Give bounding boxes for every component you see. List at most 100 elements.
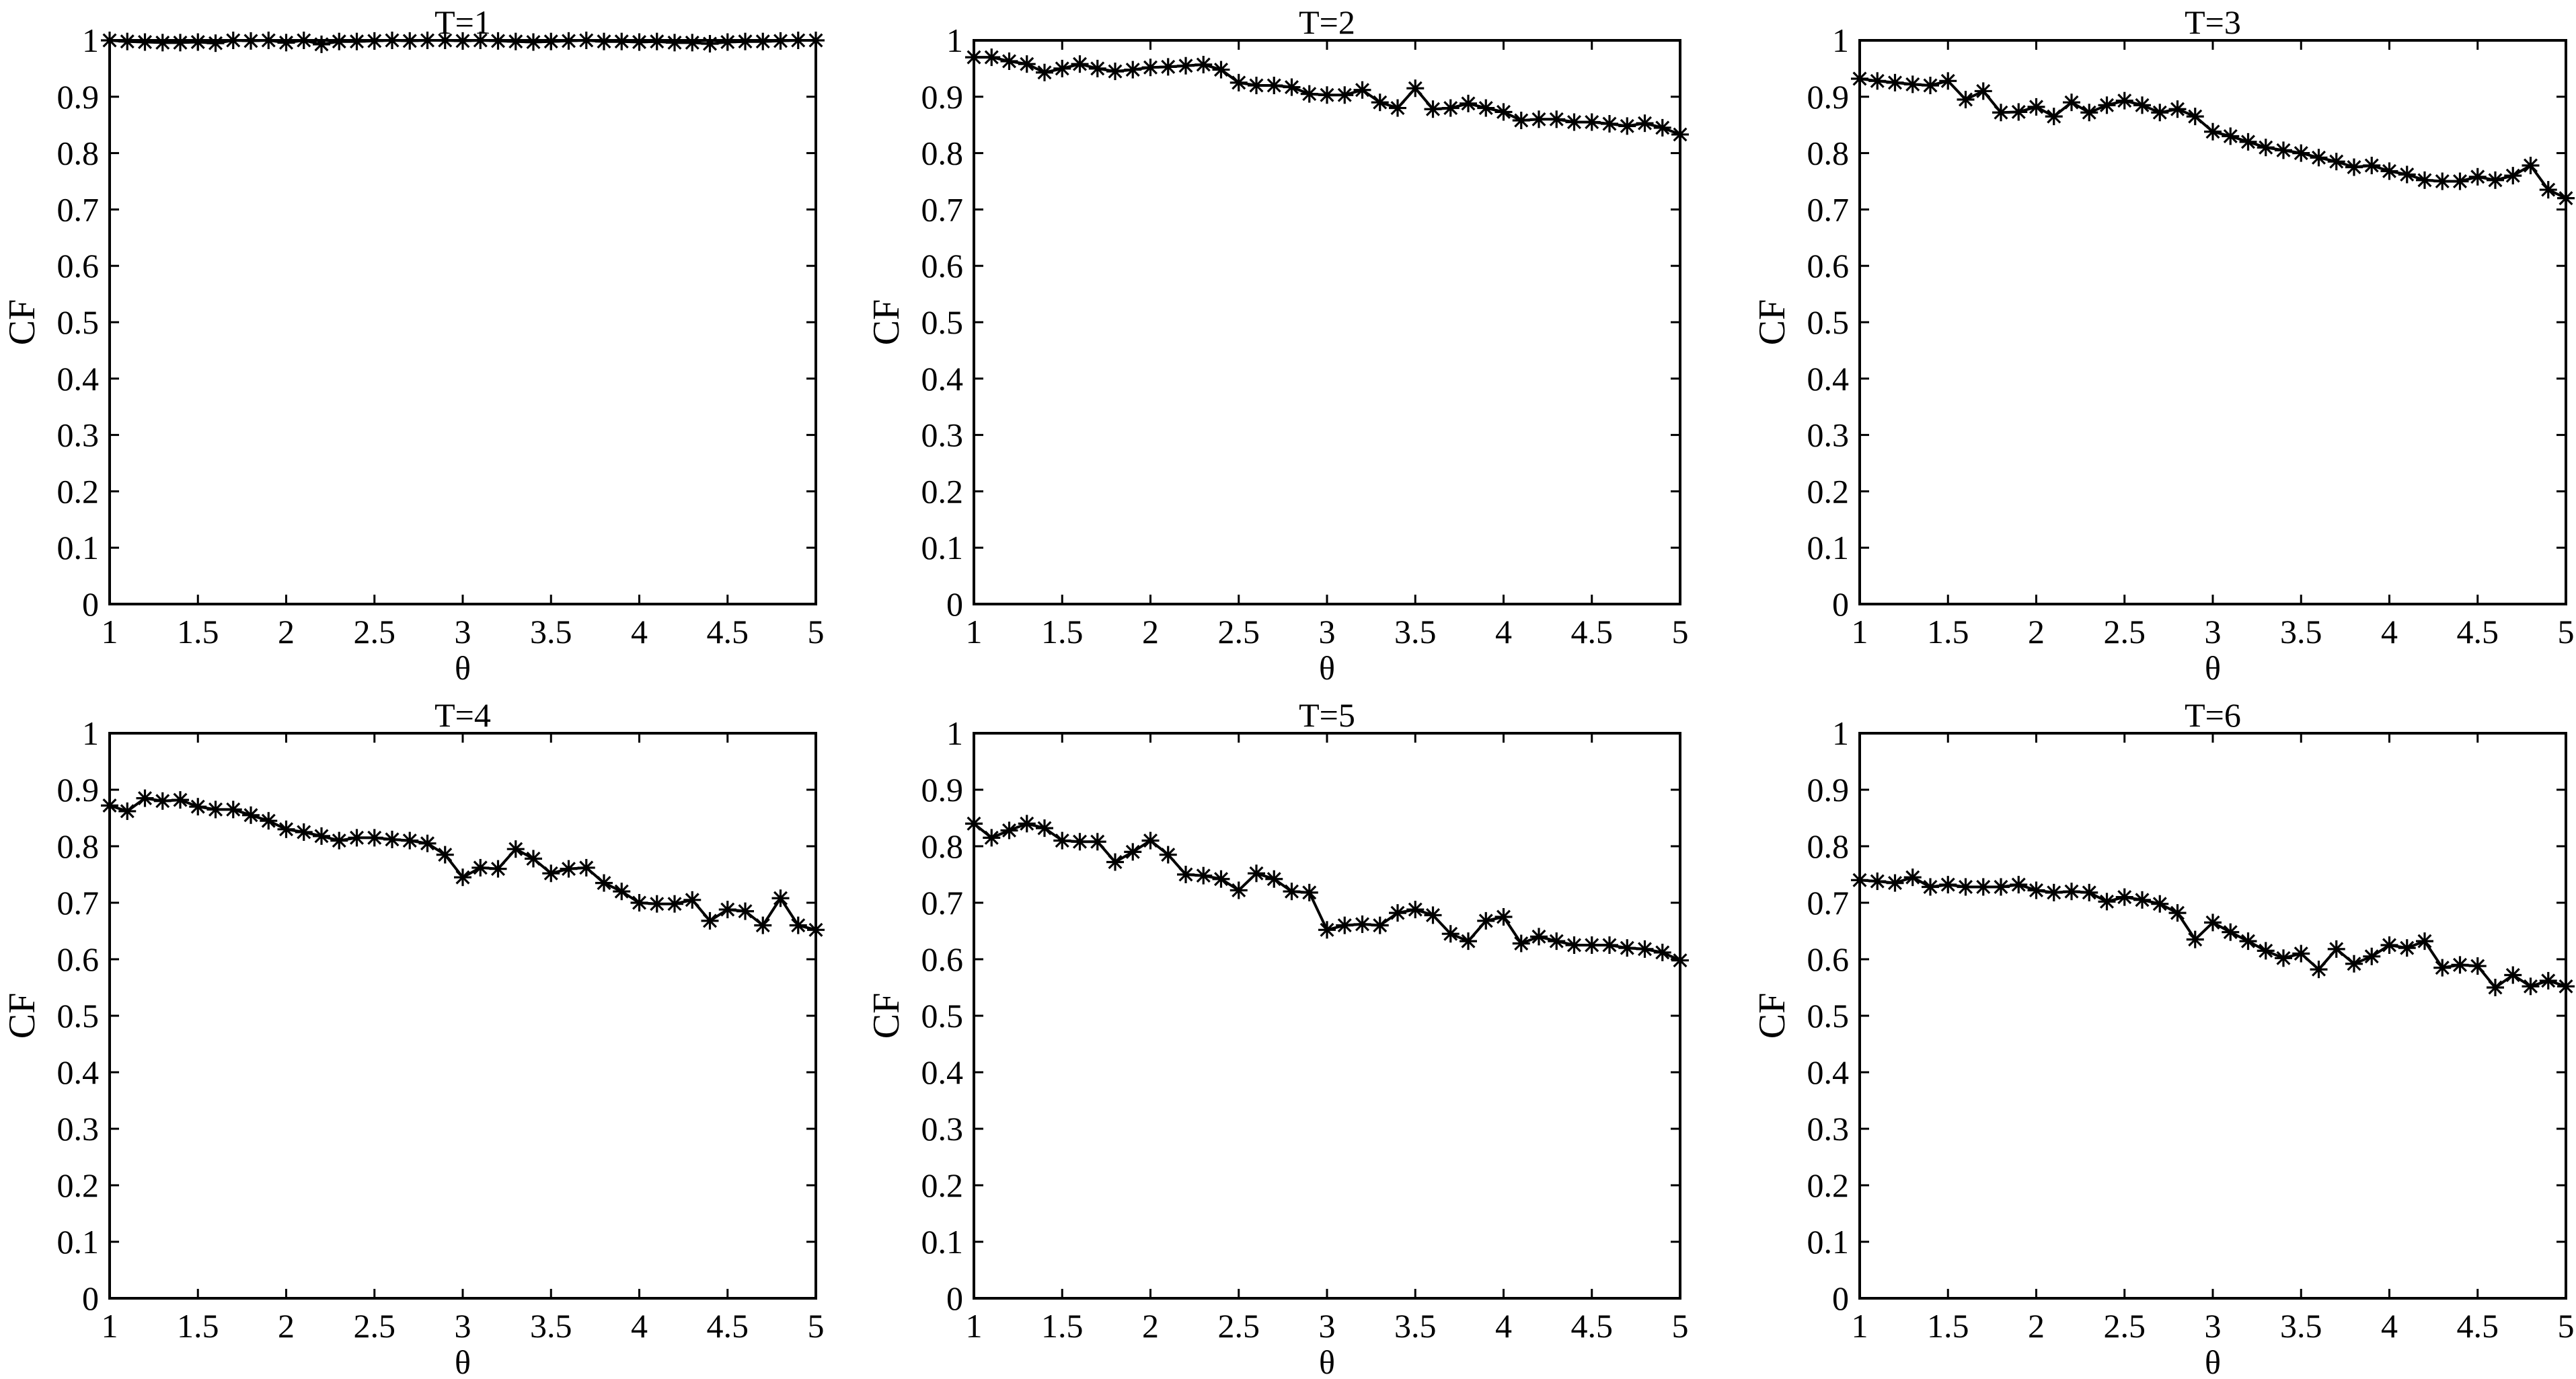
x-tick-label: 1 <box>102 613 118 650</box>
chart-title: T=3 <box>2185 3 2241 41</box>
y-axis-label: CF <box>1 299 43 346</box>
x-tick-label: 2 <box>2028 613 2045 650</box>
y-tick-label: 0.8 <box>57 135 100 172</box>
data-point <box>2539 971 2557 990</box>
y-tick-label: 0.2 <box>1807 1166 1850 1204</box>
x-tick-label: 3.5 <box>1394 1307 1437 1345</box>
x-tick-label: 2 <box>1142 613 1159 650</box>
y-tick-label: 0.8 <box>1807 827 1850 865</box>
data-point <box>1601 936 1618 954</box>
data-point <box>1248 77 1265 95</box>
y-tick-label: 0.1 <box>921 529 964 566</box>
y-tick-label: 0 <box>1832 585 1849 623</box>
data-point <box>577 858 595 877</box>
data-point <box>2433 959 2452 977</box>
data-point <box>2468 957 2487 975</box>
data-point <box>206 34 225 52</box>
y-tick-label: 0.6 <box>921 247 964 285</box>
data-point <box>1229 881 1248 899</box>
y-tick-label: 0.3 <box>57 1110 100 1148</box>
x-tick-label: 1 <box>1852 613 1868 650</box>
data-point <box>666 895 683 913</box>
data-point <box>1141 831 1160 850</box>
y-tick-label: 0.9 <box>1807 771 1850 809</box>
data-point <box>2115 91 2133 110</box>
data-point <box>1088 59 1106 77</box>
data-point <box>330 32 348 50</box>
data-point <box>1177 866 1195 883</box>
data-point <box>1974 82 1992 100</box>
x-tick-label: 4.5 <box>707 613 749 650</box>
data-point <box>2504 966 2522 984</box>
data-point <box>542 32 560 50</box>
data-point <box>454 32 471 50</box>
data-point <box>1636 940 1654 958</box>
y-tick-label: 0.9 <box>921 78 964 116</box>
y-tick-label: 0.3 <box>921 1110 964 1148</box>
data-point <box>1565 113 1583 131</box>
y-tick-label: 0.8 <box>1807 135 1850 172</box>
data-point <box>101 32 118 49</box>
data-point <box>1903 868 1922 887</box>
y-tick-label: 0.8 <box>57 827 100 865</box>
x-axis-label: θ <box>1319 1343 1335 1379</box>
data-point <box>1371 94 1389 112</box>
data-point <box>577 32 595 49</box>
x-tick-label: 5 <box>808 1307 825 1345</box>
data-point <box>1036 63 1053 81</box>
data-point <box>2151 895 2169 913</box>
data-point <box>2222 127 2240 145</box>
data-point <box>1212 61 1230 79</box>
data-point <box>1406 901 1425 919</box>
y-tick-label: 0.5 <box>921 303 964 341</box>
x-tick-label: 3 <box>1319 1307 1336 1345</box>
x-tick-label: 2.5 <box>2104 1307 2146 1345</box>
data-point <box>1018 55 1036 73</box>
data-point <box>1618 939 1636 957</box>
data-point <box>1088 833 1106 851</box>
data-point <box>789 32 807 49</box>
data-point <box>613 883 631 901</box>
data-point <box>2168 100 2187 118</box>
chart-panel: T=3 θ CF 1 1.5 2 2.5 3 3.5 4 4.5 5 0 0.1 0.2 0.3 0.4 0.5 0… <box>1751 3 2575 687</box>
data-point <box>1671 125 1689 143</box>
y-axis-label: CF <box>1751 299 1793 346</box>
data-point <box>1618 117 1636 135</box>
data-point <box>2487 171 2504 189</box>
chart-title: T=5 <box>1299 696 1355 734</box>
y-tick-label: 0.5 <box>1807 997 1850 1035</box>
y-tick-label: 0 <box>1832 1279 1849 1317</box>
data-point <box>560 32 578 50</box>
data-point <box>754 916 772 934</box>
data-point <box>2133 891 2151 909</box>
x-tick-label: 1.5 <box>177 1307 219 1345</box>
data-point <box>1106 853 1124 871</box>
data-point <box>471 32 490 49</box>
x-tick-label: 3 <box>1319 613 1336 650</box>
data-point <box>383 32 401 49</box>
data-point <box>224 32 242 49</box>
x-tick-label: 2 <box>1142 1307 1159 1345</box>
plot-frame <box>973 732 1681 1300</box>
data-point <box>383 830 401 848</box>
data-point <box>1477 99 1495 117</box>
data-point <box>771 32 790 50</box>
y-tick-label: 0.7 <box>921 190 964 228</box>
data-point <box>118 802 137 820</box>
chart-panel: T=4 θ CF 1 1.5 2 2.5 3 3.5 4 4.5 5 0 0.1 0.2 0.3 0.4 0.5 0… <box>1 696 825 1379</box>
x-tick-label: 4.5 <box>2457 1307 2499 1345</box>
y-axis-label: CF <box>1 993 43 1039</box>
data-point <box>2186 108 2204 126</box>
x-tick-label: 1.5 <box>1927 1307 1969 1345</box>
data-point <box>1353 915 1371 933</box>
data-point <box>2098 893 2116 911</box>
y-tick-label: 0.1 <box>57 529 100 566</box>
data-point <box>2045 883 2063 901</box>
x-tick-label: 1 <box>966 613 983 650</box>
x-tick-label: 3.5 <box>2280 1307 2322 1345</box>
data-point <box>2504 167 2522 185</box>
x-tick-label: 2 <box>278 1307 295 1345</box>
y-tick-label: 0.2 <box>1807 472 1850 510</box>
chart-panel: T=6 θ CF 1 1.5 2 2.5 3 3.5 4 4.5 5 0 0.1 0.2 0.3 0.4 0.5 0… <box>1751 696 2575 1379</box>
x-tick-label: 3.5 <box>530 613 572 650</box>
